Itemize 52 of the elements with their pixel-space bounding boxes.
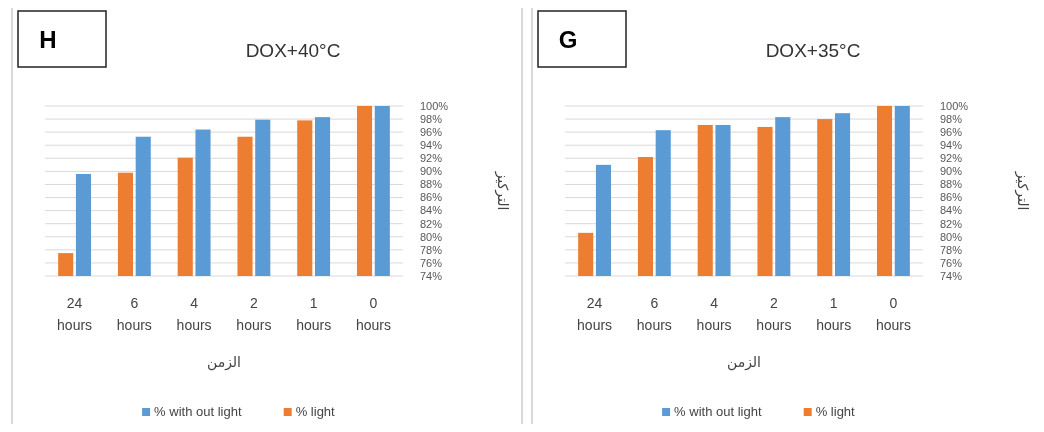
x-tick-label: 4 hours bbox=[176, 295, 212, 333]
y-tick-label: 94% bbox=[940, 139, 963, 152]
y-tick-label: 80% bbox=[420, 230, 443, 243]
x-tick-label: 2 hours bbox=[236, 295, 272, 333]
y-tick-label: 80% bbox=[940, 230, 963, 243]
x-axis-title: الزمن bbox=[206, 354, 242, 371]
y-tick-label: 96% bbox=[420, 126, 443, 138]
y-tick-label: 92% bbox=[420, 152, 443, 165]
x-axis-title: الزمن bbox=[726, 354, 762, 371]
y-tick-label: 90% bbox=[420, 165, 443, 178]
y-tick-label: 94% bbox=[420, 139, 443, 152]
legend-label: % light bbox=[295, 404, 336, 419]
text: H bbox=[39, 26, 57, 53]
y-tick-label: 86% bbox=[940, 191, 963, 204]
y-tick-label: 92% bbox=[940, 152, 963, 165]
y-tick-label: 90% bbox=[940, 165, 963, 178]
chart-title: DOX+35°C bbox=[765, 40, 861, 61]
x-tick-label: 0 hours bbox=[355, 295, 391, 333]
x-tick-label: 1 hours bbox=[296, 295, 332, 333]
y-tick-label: 100% bbox=[420, 99, 449, 112]
y-tick-label: 100% bbox=[940, 99, 969, 112]
y-tick-label: 98% bbox=[940, 112, 963, 125]
x-tick-label: 24 hours bbox=[57, 295, 93, 333]
y-tick-label: 74% bbox=[420, 269, 443, 282]
legend-label: % with out light bbox=[674, 404, 762, 419]
x-tick-label: 24 hours bbox=[577, 295, 613, 333]
legend-label: % light bbox=[815, 404, 856, 419]
legend-label: % with out light bbox=[154, 404, 242, 419]
x-tick-label: 2 hours bbox=[756, 295, 792, 333]
y-tick-label: 76% bbox=[420, 256, 443, 269]
y-tick-label: 88% bbox=[420, 178, 443, 191]
y-tick-label: 88% bbox=[940, 178, 963, 191]
y-tick-label: 96% bbox=[940, 126, 963, 138]
y-tick-label: 82% bbox=[940, 217, 963, 230]
text: G bbox=[558, 26, 578, 53]
y-tick-label: 74% bbox=[940, 269, 963, 282]
x-tick-label: 1 hours bbox=[816, 295, 852, 333]
y-tick-label: 98% bbox=[420, 112, 443, 125]
y-tick-label: 84% bbox=[940, 204, 963, 217]
x-tick-label: 6 hours bbox=[636, 295, 672, 333]
x-tick-label: 6 hours bbox=[116, 295, 152, 333]
y-axis-title: التركيز bbox=[494, 170, 511, 211]
y-tick-label: 78% bbox=[940, 243, 963, 256]
x-tick-label: 0 hours bbox=[875, 295, 911, 333]
chart-title: DOX+40°C bbox=[245, 40, 341, 61]
y-tick-label: 76% bbox=[940, 256, 963, 269]
y-tick-label: 78% bbox=[420, 243, 443, 256]
y-tick-label: 86% bbox=[420, 191, 443, 204]
y-tick-label: 84% bbox=[420, 204, 443, 217]
y-tick-label: 82% bbox=[420, 217, 443, 230]
x-tick-label: 4 hours bbox=[696, 295, 732, 333]
y-axis-title: التركيز bbox=[1014, 170, 1031, 211]
